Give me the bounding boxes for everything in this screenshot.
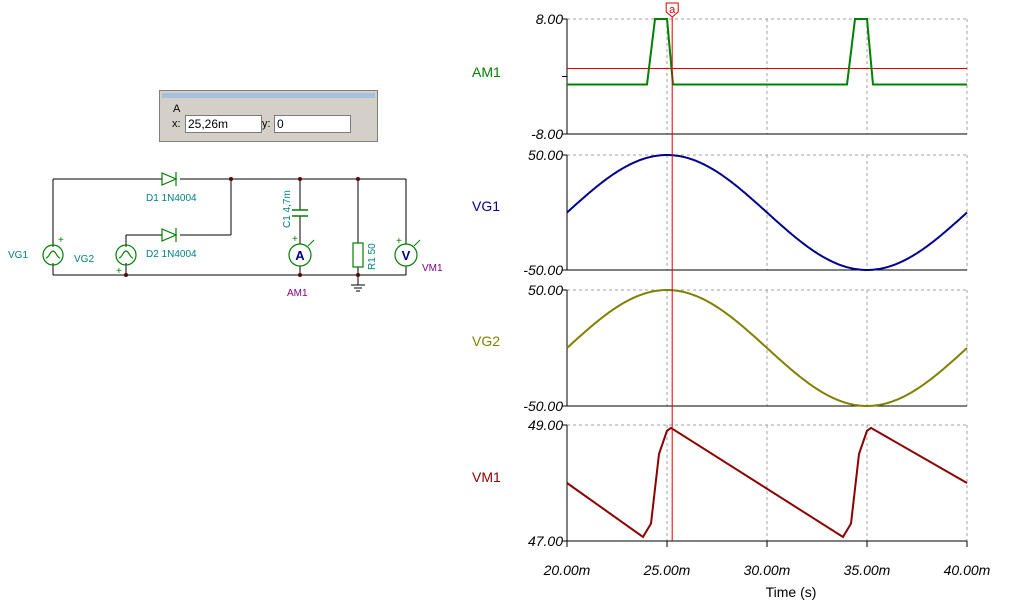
cursor-readout-panel[interactable]: A x: 25,26m y: 0 [159, 90, 378, 142]
voltmeter-icon [394, 239, 421, 267]
am1-plus: + [292, 234, 298, 245]
series-label: VG1 [472, 198, 500, 214]
vm1-plus: + [396, 236, 402, 247]
series-line-am1 [567, 18, 967, 86]
plot-panel-am1: 8.00 -8.00 AM1 [472, 11, 968, 142]
diode-icon [161, 172, 178, 186]
vg1-plus: + [58, 235, 64, 246]
vg2-label: VG2 [74, 254, 94, 265]
resistor-icon [352, 242, 364, 268]
x-tick-label: 35.00m [844, 562, 891, 578]
y-tick-label: -50.00 [523, 262, 563, 278]
cursor-marker [665, 2, 679, 18]
plot-panel-vg2: 50.00 -50.00 VG2 [472, 282, 968, 414]
ammeter-symbol: A [295, 248, 305, 263]
cursor-name: A [173, 103, 181, 115]
plot-panel-vm1: 49.00 47.00 VM1 [472, 417, 968, 549]
diode-icon [161, 228, 178, 242]
vm1-label: VM1 [422, 263, 443, 274]
c1-label: C1 4,7m [282, 190, 293, 228]
y-tick-label: 50.00 [528, 282, 563, 298]
plot-panel-vg1: 50.00 -50.00 VG1 [472, 147, 968, 278]
series-line-vg2 [566, 288, 968, 408]
y-tick-label: 47.00 [528, 533, 563, 549]
x-tick-label: 40.00m [944, 562, 991, 578]
y-tick-label: -50.00 [523, 398, 563, 414]
panel-titlebar[interactable] [162, 93, 375, 98]
series-line-vm1 [566, 426, 968, 539]
series-label: VG2 [472, 333, 500, 349]
y-tick-label: 50.00 [528, 147, 563, 163]
vg1-label: VG1 [8, 250, 28, 261]
am1-label: AM1 [287, 288, 308, 299]
y-tick-label: 8.00 [536, 11, 563, 27]
source-icon [115, 244, 137, 266]
y-tick-label: 49.00 [528, 417, 563, 433]
vg2-plus: + [116, 266, 122, 277]
cursor-y-field[interactable]: 0 [274, 115, 351, 133]
capacitor-icon [292, 209, 308, 217]
ground-icon [351, 284, 365, 292]
source-icon [42, 244, 64, 266]
circuit-schematic: D1 1N4004 D2 1N4004 VG1 VG2 AM1 VM1 C1 4… [8, 172, 443, 299]
voltmeter-symbol: V [402, 248, 411, 263]
r1-label: R1 50 [367, 243, 378, 270]
d2-label: D2 1N4004 [146, 249, 197, 260]
x-tick-label: 20.00m [543, 562, 591, 578]
cursor-x-field[interactable]: 25,26m [185, 115, 262, 133]
y-label: y: [262, 118, 271, 130]
x-tick-label: 30.00m [744, 562, 791, 578]
y-tick-label: -8.00 [531, 126, 563, 142]
x-tick-label: 25.00m [643, 562, 691, 578]
series-label: AM1 [472, 64, 501, 80]
cursor-label: a [669, 4, 676, 16]
x-axis-label: Time (s) [766, 584, 817, 600]
d1-label: D1 1N4004 [146, 193, 197, 204]
ammeter-icon [288, 239, 315, 267]
series-line-vg1 [566, 153, 968, 272]
x-label: x: [172, 118, 181, 130]
series-label: VM1 [472, 469, 501, 485]
